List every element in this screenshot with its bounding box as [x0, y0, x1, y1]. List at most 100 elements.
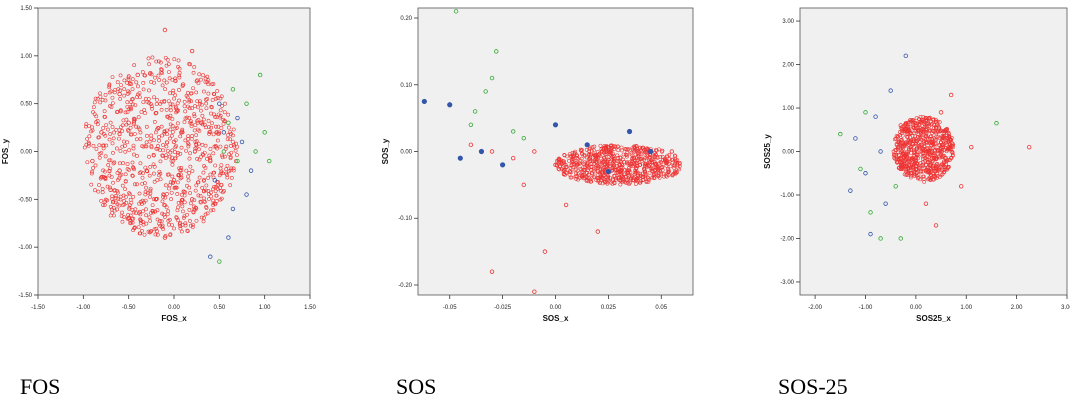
x-tick-label: 1.00 — [960, 305, 972, 311]
cloud-point — [629, 152, 634, 157]
cloud-point — [138, 231, 143, 236]
y-tick-label: 1.00 — [782, 106, 794, 112]
cloud-point — [897, 141, 901, 145]
cloud-point — [903, 140, 908, 145]
cloud-point — [917, 136, 922, 140]
cloud-point — [672, 153, 677, 158]
cloud-point — [131, 143, 136, 148]
y-tick-label: 3.00 — [782, 19, 794, 25]
cloud-point — [615, 144, 620, 149]
cloud-point — [220, 155, 225, 160]
cloud-point — [200, 113, 205, 118]
cloud-point — [192, 114, 197, 119]
cloud-point — [919, 119, 924, 124]
y-tick-label: -2.00 — [780, 236, 794, 242]
data-point — [135, 72, 140, 78]
scatter-chart-1: -1.50 -1.00 -0.50 0.00 0.50 1.00 1.50 1.50 1.00 0… — [1, 6, 316, 323]
cloud-point — [96, 189, 101, 194]
cloud-point — [129, 100, 133, 105]
cloud-point — [171, 88, 176, 93]
cloud-point — [133, 103, 138, 107]
cloud-point — [91, 143, 96, 148]
cloud-point — [562, 172, 567, 177]
cloud-point — [920, 163, 925, 167]
cloud-point — [190, 106, 194, 111]
cloud-point — [578, 158, 583, 163]
cloud-point — [144, 185, 148, 190]
cloud-point — [141, 220, 146, 225]
cloud-point — [219, 188, 223, 193]
cloud-point — [152, 80, 157, 85]
cloud-point — [921, 177, 926, 181]
x-tick-label: -1.50 — [31, 305, 45, 311]
cloud-point — [917, 145, 922, 150]
cloud-point — [117, 203, 122, 208]
cloud-point — [204, 183, 209, 188]
cloud-point — [204, 101, 209, 106]
cloud-point — [159, 124, 164, 129]
cloud-point — [911, 118, 916, 123]
cloud-point — [126, 128, 130, 132]
cloud-point — [123, 179, 128, 183]
cloud-point — [612, 173, 616, 178]
data-point — [873, 114, 878, 119]
cloud-point — [597, 151, 602, 156]
data-point — [928, 162, 934, 167]
cloud-point — [562, 162, 567, 167]
cloud-point — [114, 146, 119, 151]
cloud-point — [588, 155, 593, 160]
cloud-point — [162, 131, 167, 136]
x-tick-label: 0.00 — [910, 305, 922, 311]
cloud-point — [664, 161, 669, 166]
cloud-point — [634, 148, 639, 153]
cloud-point — [586, 164, 591, 169]
cloud-point — [146, 56, 151, 61]
cloud-point — [634, 159, 639, 163]
cloud-point — [614, 176, 618, 181]
cloud-point — [182, 200, 187, 205]
data-point — [574, 155, 579, 161]
data-point — [853, 136, 858, 141]
x-tick-label: 0.00 — [550, 305, 562, 311]
data-point — [943, 127, 949, 132]
cloud-point — [169, 190, 174, 195]
cloud-point — [168, 127, 173, 132]
cloud-point — [151, 153, 156, 158]
cloud-point — [115, 80, 120, 85]
cloud-point — [118, 149, 123, 153]
cloud-point — [215, 130, 219, 134]
data-point — [153, 197, 159, 202]
cloud-point — [633, 182, 638, 186]
cloud-point — [120, 183, 125, 188]
cloud-point — [133, 117, 137, 122]
cloud-point — [131, 152, 136, 157]
series-green — [217, 72, 272, 264]
cloud-point — [922, 140, 927, 145]
cloud-point — [188, 164, 193, 169]
cloud-point — [165, 140, 169, 145]
cloud-point — [118, 73, 123, 78]
cloud-point — [638, 157, 643, 161]
cloud-point — [109, 105, 114, 109]
cloud-point — [182, 99, 187, 104]
cloud-point — [650, 169, 655, 174]
cloud-point — [894, 160, 899, 164]
cloud-point — [138, 137, 143, 141]
cloud-point — [628, 170, 633, 175]
cloud-point — [127, 192, 132, 197]
cloud-point — [592, 167, 597, 172]
cloud-point — [173, 156, 177, 161]
cloud-point — [629, 163, 633, 168]
cloud-point — [925, 167, 929, 172]
cloud-point — [118, 96, 123, 101]
data-point — [208, 158, 213, 164]
cloud-point — [101, 126, 106, 130]
cloud-point — [108, 120, 113, 125]
y-tick-label: 0.00 — [782, 150, 794, 156]
cloud-point — [154, 102, 159, 106]
cloud-point — [98, 100, 103, 105]
cloud-point — [187, 208, 192, 212]
cloud-point — [897, 165, 902, 170]
data-point — [235, 158, 240, 164]
cloud-point — [202, 216, 206, 220]
